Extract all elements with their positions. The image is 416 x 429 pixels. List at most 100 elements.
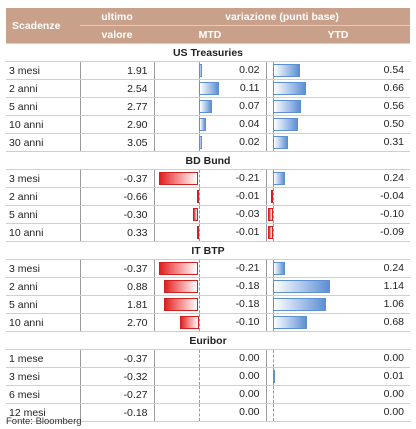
- cell-ytd-bar: [272, 370, 275, 383]
- cell-ytd-bar: [270, 190, 273, 203]
- cell-ytd-value: 0.00: [383, 352, 404, 364]
- cell-ytd-bar: [272, 316, 307, 329]
- cell-mtd-zero-axis: [198, 386, 200, 403]
- cell-mtd-value: -0.01: [235, 190, 260, 202]
- cell-mtd-value: -0.21: [235, 262, 260, 274]
- table-row: 10 anni 0.33 -0.01 -0.09: [6, 223, 410, 242]
- cell-mtd-bar: [158, 262, 199, 275]
- cell-mtd-zero-axis: [198, 368, 200, 385]
- table-row: 5 anni 2.77 0.07 0.56: [6, 97, 410, 116]
- cell-ytd-bar: [267, 208, 273, 221]
- cell-mtd-bar: [198, 136, 203, 149]
- cell-ultimo-valore: 3.05: [80, 133, 155, 152]
- cell-ytd: 1.14: [266, 277, 410, 296]
- section-header-row: Euribor: [6, 331, 410, 350]
- cell-ytd-value: 0.00: [383, 388, 404, 400]
- header-row-top: Scadenze ultimo variazione (punti base): [6, 8, 410, 44]
- cell-mtd-zero-axis: [198, 224, 200, 241]
- cell-mtd-zero-axis: [198, 170, 200, 187]
- cell-ultimo-valore: -0.37: [80, 349, 155, 368]
- section-title: US Treasuries: [6, 43, 410, 62]
- cell-mtd-value: -0.01: [235, 226, 260, 238]
- cell-mtd-zero-axis: [198, 296, 200, 313]
- table-row: 3 mesi -0.37 -0.21 0.24: [6, 169, 410, 188]
- cell-mtd-zero-axis: [198, 206, 200, 223]
- cell-ytd-bar: [272, 136, 288, 149]
- cell-scadenza: 6 mesi: [6, 385, 81, 404]
- section-header-row: BD Bund: [6, 151, 410, 170]
- table-row: 3 mesi 1.91 0.02 0.54: [6, 61, 410, 80]
- cell-mtd-bar: [192, 208, 199, 221]
- cell-ytd: 0.00: [266, 385, 410, 404]
- table-row: 10 anni 2.90 0.04 0.50: [6, 115, 410, 134]
- cell-scadenza: 12 mesi: [6, 403, 81, 422]
- table-row: 2 anni 2.54 0.11 0.66: [6, 79, 410, 98]
- cell-mtd-value: 0.00: [239, 352, 260, 364]
- cell-ytd-value: 0.56: [383, 100, 404, 112]
- cell-ytd-value: -0.10: [380, 208, 404, 220]
- cell-ytd-value: 0.00: [383, 406, 404, 418]
- cell-mtd-bar: [198, 118, 207, 131]
- cell-scadenza: 2 anni: [6, 187, 81, 206]
- table-row: 1 mese -0.37 0.00 0.00: [6, 349, 410, 368]
- cell-scadenza: 2 anni: [6, 277, 81, 296]
- cell-ultimo-valore: -0.66: [80, 187, 155, 206]
- table-row: 3 mesi -0.32 0.00 0.01: [6, 367, 410, 386]
- cell-ytd-bar: [272, 172, 285, 185]
- cell-mtd-value: -0.18: [235, 280, 260, 292]
- cell-mtd: 0.07: [154, 97, 267, 116]
- cell-ultimo-valore: 1.91: [80, 61, 155, 80]
- cell-ytd: 0.66: [266, 79, 410, 98]
- cell-ytd-value: 0.31: [383, 136, 404, 148]
- cell-mtd-bar: [179, 316, 199, 329]
- cell-ytd-value: -0.04: [380, 190, 404, 202]
- cell-ytd: 0.24: [266, 169, 410, 188]
- cell-mtd: 0.00: [154, 385, 267, 404]
- cell-ytd: 0.01: [266, 367, 410, 386]
- cell-mtd: -0.21: [154, 259, 267, 278]
- cell-scadenza: 5 anni: [6, 97, 81, 116]
- cell-ytd-bar: [272, 100, 301, 113]
- cell-mtd-bar: [158, 172, 199, 185]
- cell-mtd-value: 0.02: [239, 136, 260, 148]
- cell-ultimo-valore: 2.54: [80, 79, 155, 98]
- cell-ultimo-valore: -0.37: [80, 169, 155, 188]
- cell-ytd-value: 0.24: [383, 172, 404, 184]
- table-row: 6 mesi -0.27 0.00 0.00: [6, 385, 410, 404]
- cell-mtd-zero-axis: [198, 188, 200, 205]
- cell-ytd-value: 0.01: [383, 370, 404, 382]
- cell-ytd-value: 0.66: [383, 82, 404, 94]
- section-header-row: IT BTP: [6, 241, 410, 260]
- cell-mtd: 0.00: [154, 367, 267, 386]
- section-title: Euribor: [6, 331, 410, 350]
- cell-mtd: 0.02: [154, 133, 267, 152]
- cell-mtd-value: 0.11: [239, 82, 260, 94]
- cell-mtd-bar: [198, 64, 203, 77]
- cell-ytd-zero-axis: [272, 386, 274, 403]
- cell-scadenza: 2 anni: [6, 79, 81, 98]
- cell-mtd-bar: [164, 298, 199, 311]
- cell-ytd: 0.31: [266, 133, 410, 152]
- cell-ytd: 0.50: [266, 115, 410, 134]
- cell-ultimo-valore: 1.81: [80, 295, 155, 314]
- cell-mtd-zero-axis: [198, 260, 200, 277]
- cell-ytd: 1.06: [266, 295, 410, 314]
- header-row-bottom: valore MTD YTD: [6, 25, 410, 44]
- cell-scadenza: 3 mesi: [6, 259, 81, 278]
- cell-ytd-zero-axis: [272, 350, 274, 367]
- cell-mtd-zero-axis: [198, 404, 200, 421]
- yields-table: Scadenze ultimo variazione (punti base) …: [6, 8, 410, 422]
- cell-scadenza: 3 mesi: [6, 169, 81, 188]
- cell-mtd-value: 0.00: [239, 388, 260, 400]
- cell-ultimo-valore: 2.90: [80, 115, 155, 134]
- cell-mtd-value: 0.00: [239, 370, 260, 382]
- cell-ultimo-valore: 2.77: [80, 97, 155, 116]
- cell-ytd-bar: [272, 262, 285, 275]
- table-row: 5 anni -0.30 -0.03 -0.10: [6, 205, 410, 224]
- cell-ytd-bar: [272, 82, 306, 95]
- cell-ytd: -0.09: [266, 223, 410, 242]
- source-footnote: Fonte: Bloomberg: [6, 416, 82, 427]
- header-ytd: YTD: [266, 25, 410, 44]
- cell-scadenza: 5 anni: [6, 205, 81, 224]
- header-ultimo-line2: valore: [80, 25, 154, 44]
